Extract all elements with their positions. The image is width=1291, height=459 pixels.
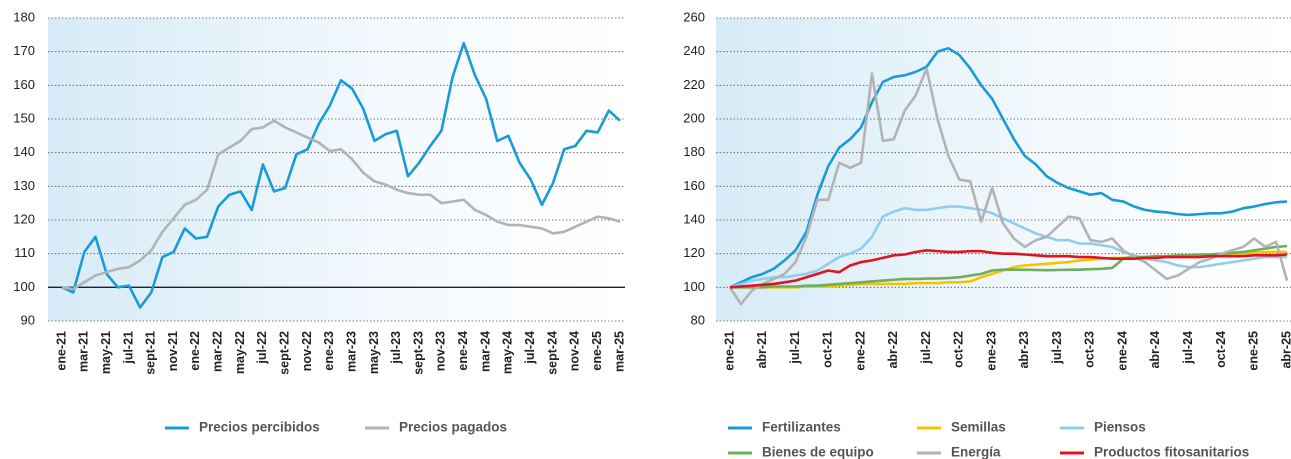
- x-tick-label: oct-23: [1083, 331, 1097, 368]
- x-tick-label: sept-21: [144, 331, 158, 375]
- x-tick-label: may-24: [501, 331, 515, 374]
- x-tick-label: sept-22: [277, 331, 291, 375]
- legend-label: Bienes de equipo: [762, 445, 874, 459]
- series-line: [729, 47, 1288, 289]
- x-tick-label: abr-25: [1279, 331, 1291, 369]
- x-tick-label: jul-24: [523, 331, 537, 365]
- legend-label: Precios percibidos: [199, 420, 320, 435]
- x-tick-label: abr-21: [755, 331, 769, 369]
- x-tick-label: abr-24: [1148, 331, 1162, 369]
- y-tick-label: 200: [683, 110, 705, 125]
- x-tick-label: jul-24: [1181, 331, 1195, 365]
- y-tick-label: 80: [691, 312, 705, 327]
- x-tick-label: oct-22: [952, 331, 966, 368]
- legend-label: Productos fitosanitarios: [1094, 445, 1249, 459]
- series-line: [730, 244, 1288, 289]
- x-tick-label: nov-22: [300, 331, 314, 371]
- x-tick-label: nov-24: [568, 331, 582, 371]
- x-tick-label: oct-24: [1214, 331, 1228, 368]
- y-tick-label: 100: [13, 279, 35, 294]
- x-tick-label: abr-22: [886, 331, 900, 369]
- series-line: [729, 249, 1288, 289]
- x-tick-label: ene-23: [984, 331, 998, 371]
- y-tick-label: 160: [683, 178, 705, 193]
- x-tick-label: may-21: [99, 331, 113, 374]
- y-tick-label: 240: [683, 43, 705, 58]
- y-tick-label: 140: [683, 211, 705, 226]
- series-line: [61, 41, 621, 309]
- y-tick-label: 170: [13, 43, 35, 58]
- x-tick-label: ene-22: [188, 331, 202, 371]
- x-tick-label: may-22: [233, 331, 247, 374]
- x-tick-label: ene-23: [322, 331, 336, 371]
- y-tick-label: 180: [13, 9, 35, 24]
- plot-background: [48, 18, 625, 321]
- series-line: [728, 67, 1289, 306]
- x-tick-label: sept-24: [545, 331, 559, 375]
- x-tick-label: jul-23: [1050, 331, 1064, 365]
- y-tick-label: 130: [13, 178, 35, 193]
- y-tick-label: 220: [683, 77, 705, 92]
- y-tick-label: 90: [21, 312, 35, 327]
- x-tick-label: may-23: [367, 331, 381, 374]
- x-tick-label: abr-23: [1017, 331, 1031, 369]
- x-tick-label: mar-24: [478, 331, 492, 372]
- legend-label: Energía: [951, 445, 1001, 459]
- x-tick-label: jul-23: [389, 331, 403, 365]
- x-tick-label: oct-21: [821, 331, 835, 368]
- y-tick-label: 150: [13, 110, 35, 125]
- series-line: [729, 205, 1287, 289]
- x-tick-label: ene-24: [1115, 331, 1129, 371]
- x-tick-label: sept-23: [411, 331, 425, 375]
- y-tick-label: 110: [14, 245, 35, 260]
- legend-label: Precios pagados: [399, 420, 507, 435]
- x-tick-label: nov-21: [166, 331, 180, 371]
- x-tick-label: ene-21: [722, 331, 736, 371]
- x-tick-label: mar-25: [612, 331, 626, 372]
- y-tick-label: 260: [683, 9, 705, 24]
- x-tick-label: jul-22: [255, 331, 269, 365]
- x-tick-label: mar-21: [77, 331, 91, 372]
- x-tick-label: ene-25: [1247, 331, 1261, 371]
- y-tick-label: 180: [683, 144, 705, 159]
- y-tick-label: 160: [13, 77, 35, 92]
- y-tick-label: 100: [683, 279, 705, 294]
- x-tick-label: ene-24: [456, 331, 470, 371]
- legend-label: Fertilizantes: [762, 420, 841, 435]
- x-tick-label: ene-21: [54, 331, 68, 371]
- y-tick-label: 120: [13, 211, 35, 226]
- y-tick-label: 140: [13, 144, 35, 159]
- x-tick-label: ene-25: [590, 331, 604, 371]
- series-line: [61, 119, 621, 291]
- legend-label: Semillas: [951, 420, 1006, 435]
- y-tick-label: 120: [683, 245, 705, 260]
- legend-label: Piensos: [1094, 420, 1146, 435]
- x-tick-label: jul-21: [788, 331, 802, 365]
- x-tick-label: jul-22: [919, 331, 933, 365]
- x-tick-label: jul-21: [121, 331, 135, 365]
- x-tick-label: mar-23: [344, 331, 358, 372]
- x-tick-label: nov-23: [434, 331, 448, 371]
- x-tick-label: mar-22: [211, 331, 225, 372]
- x-tick-label: ene-22: [853, 331, 867, 371]
